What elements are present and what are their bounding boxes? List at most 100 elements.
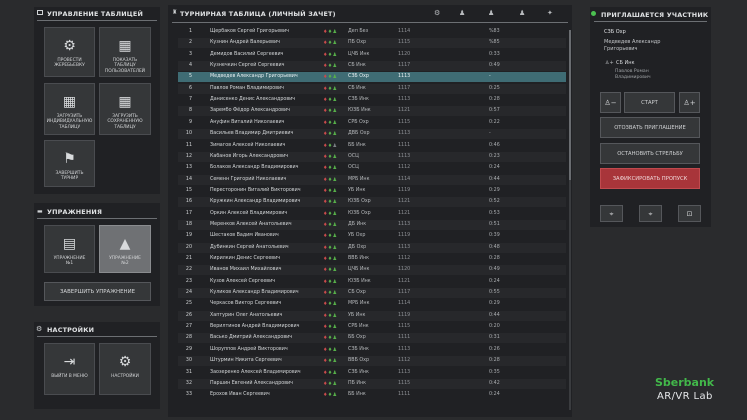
ready-icon: ♟: [332, 187, 338, 194]
table-row[interactable]: 24 Куликов Александр Владимирович СБ Охр 11…: [178, 288, 566, 298]
table-row[interactable]: 13 Болаков Александр Владимирович ОСЦ 1112 0…: [178, 163, 566, 173]
table-scrollbar[interactable]: [569, 30, 571, 410]
row-number: 9: [188, 119, 192, 125]
start-button[interactable]: СТАРТ: [624, 92, 675, 113]
participant-unit: ПБ Инк: [348, 380, 367, 386]
recall-invite[interactable]: ОТОЗВАТЬ ПРИГЛАШЕНИЕ: [600, 117, 700, 138]
exercise-1-button[interactable]: ▤ УПРАЖНЕНИЕ №1: [44, 225, 95, 273]
table-row[interactable]: 23 Кузов Алексей Сергеевич ЮЗБ Инк 1121 0:24…: [178, 277, 566, 287]
table-row[interactable]: 26 Хаптурин Олег Анатольевич УБ Инк 1119 0:4…: [178, 311, 566, 321]
record-miss-button[interactable]: ЗАФИКСИРОВАТЬ ПРОПУСК: [600, 168, 700, 189]
table-row[interactable]: 21 Кирилкин Денис Сергеевич ВВБ Инк 1112 0:2…: [178, 254, 566, 264]
table-row[interactable]: 2 Кузнин Андрей Валерьевич ПБ Охр 1115 %85 ♦♦…: [178, 38, 566, 48]
table-row[interactable]: 32 Паршин Евгений Александрович ПБ Инк 1115…: [178, 379, 566, 389]
load-individual-table-button[interactable]: ▦ ЗАГРУЗИТЬ ИНДИВИДУАЛЬНУЮ ТАБЛИЦУ: [44, 83, 95, 135]
stop-shooting-button[interactable]: ОСТАНОВИТЬ СТРЕЛЬБУ: [600, 143, 700, 164]
row-number: 4: [188, 63, 192, 69]
status-icons: ♦♦♟: [323, 254, 343, 264]
table-row[interactable]: 19 Шестаков Вадим Иванович УБ Охр 1119 0:39 ♦…: [178, 231, 566, 241]
participant-result: 0:29: [489, 301, 500, 307]
participant-name: Павлов Роман Владимирович: [210, 85, 284, 91]
remove-participant-button[interactable]: ♙−: [600, 92, 621, 113]
table-row[interactable]: 7 Данисенко Денис Александрович СЗБ Инк 111…: [178, 95, 566, 105]
table-row[interactable]: 10 Васильев Владимир Дмитриевич ДВБ Охр 111…: [178, 129, 566, 139]
target-icon: ♦: [323, 256, 328, 262]
participant-result: 0:42: [489, 380, 500, 386]
ready-icon: ♟: [332, 131, 338, 138]
finish-exercise-button[interactable]: ЗАВЕРШИТЬ УПРАЖНЕНИЕ: [44, 282, 151, 301]
table-row[interactable]: 18 Меренков Алексей Анатольевич ДБ Инк 1113…: [178, 220, 566, 230]
settings-gear-icon: ⚙: [36, 325, 43, 333]
camera-icon: ⌖: [648, 210, 653, 218]
show-users-table-button[interactable]: ▦ ПОКАЗАТЬ ТАБЛИЦУ ПОЛЬЗОВАТЕЛЕЙ: [99, 27, 151, 77]
column-group-3-icon[interactable]: ♟: [519, 9, 526, 17]
table-row[interactable]: 22 Иванов Михаил Михайлович ЦЧБ Инк 1120 0:4…: [178, 265, 566, 275]
table-row[interactable]: 17 Оркин Алексей Владимирович ЮЗБ Охр 1121 0…: [178, 209, 566, 219]
vr-headset-button[interactable]: ⊡: [678, 205, 701, 222]
status-icons: ♦♦♟: [323, 265, 343, 275]
table-row[interactable]: 29 Шоруппов Андрей Викторович СЗБ Инк 1113 0…: [178, 345, 566, 355]
participant-unit: ЮЗБ Инк: [348, 108, 371, 114]
table-row[interactable]: 33 Ерохов Иван Сергеевич ББ Инк 1111 0:24 ♦♦♟: [178, 390, 566, 400]
participant-code: 1114: [398, 176, 411, 182]
participant-unit: ПБ Охр: [348, 40, 367, 46]
hit-icon: ♦: [327, 108, 333, 115]
hit-icon: ♦: [327, 131, 333, 138]
add-participant-button[interactable]: ♙+: [679, 92, 700, 113]
column-settings-icon[interactable]: ⚙: [434, 9, 441, 17]
participant-unit: СРБ Инк: [348, 324, 369, 330]
table-row[interactable]: 25 Черкасов Виктор Сергеевич МРБ Инк 1114 0:…: [178, 299, 566, 309]
trophy-icon: ♜: [172, 9, 178, 16]
ready-icon: ♟: [332, 199, 338, 206]
load-saved-table-button[interactable]: ▦ ЗАГРУЗИТЬ СОХРАНЕННУЮ ТАБЛИЦУ: [99, 83, 151, 135]
row-number: 14: [185, 176, 192, 182]
column-group-1-icon[interactable]: ♟: [459, 9, 466, 17]
status-icons: ♦♦♟: [323, 61, 343, 71]
column-shots-icon[interactable]: ✦: [547, 9, 553, 17]
table-row[interactable]: 16 Кружкин Александр Владимирович ЮЗБ Охр 1…: [178, 197, 566, 207]
participant-unit: СРБ Охр: [348, 119, 369, 125]
table-row[interactable]: 31 Заозеренко Алексей Владимирович СЗБ Инк…: [178, 368, 566, 378]
participants-pair-icon: ♙+: [605, 60, 614, 66]
table-icon: ▦: [118, 38, 132, 54]
exercise-2-button[interactable]: ▲ УПРАЖНЕНИЕ №2: [99, 225, 151, 273]
table-row[interactable]: 6 Павлов Роман Владимирович СБ Инк 1117 0:25…: [178, 84, 566, 94]
table-row[interactable]: 3 Демидов Василий Сергеевич ЦЧБ Инк 1120 0:3…: [178, 50, 566, 60]
exit-to-menu-button[interactable]: ⇥ ВЫЙТИ В МЕНЮ: [44, 343, 95, 395]
participant-code: 1114: [398, 29, 411, 34]
table-row[interactable]: 27 Верилтинов Андрей Владимирович СРБ Инк 1…: [178, 322, 566, 332]
table-row[interactable]: 8 Зарембо Фёдор Александрович ЮЗБ Инк 1121 0…: [178, 106, 566, 116]
scrollbar-thumb[interactable]: [569, 30, 571, 180]
draw-lots-button[interactable]: ⚙ ПРОВЕСТИ ЖЕРЕБЬЕВКУ: [44, 27, 95, 77]
table-row[interactable]: 9 Ануфин Виталий Николаевич СРБ Охр 1115 0:2…: [178, 118, 566, 128]
ready-icon: ♟: [332, 142, 338, 149]
vr-headset-icon: ⊡: [686, 210, 693, 218]
table-row[interactable]: 5 Медведев Александр Григорьевич СЗБ Охр 11…: [178, 72, 566, 83]
table-row[interactable]: 1 Щербаков Сергей Григорьевич Деп Без 1114%…: [178, 27, 566, 37]
participant-code: 1121: [398, 108, 411, 114]
target-icon: ♦: [323, 165, 328, 172]
participant-unit: ВВБ Инк: [348, 256, 370, 261]
camera-left-button[interactable]: ⌖: [600, 205, 623, 222]
table-title: ТУРНИРНАЯ ТАБЛИЦА (ЛИЧНЫЙ ЗАЧЕТ): [180, 10, 336, 18]
settings-button[interactable]: ⚙ НАСТРОЙКИ: [99, 343, 151, 395]
table-row[interactable]: 28 Васько Дмитрий Александрович ББ Охр 1111…: [178, 333, 566, 343]
finish-tournament-button[interactable]: ⚑ ЗАВЕРШИТЬ ТУРНИР: [44, 140, 95, 187]
column-group-2-icon[interactable]: ♟: [488, 9, 495, 17]
target-icon: ♦: [323, 392, 328, 399]
table-row[interactable]: 20 Дубинкин Сергей Анатольевич ДБ Охр 1113 0…: [178, 243, 566, 253]
hit-icon: ♦: [327, 312, 333, 319]
ready-icon: ♟: [332, 97, 338, 104]
table-row[interactable]: 15 Пересторонин Виталий Викторович УБ Инк 1…: [178, 186, 566, 196]
table-row[interactable]: 4 Кузнечкин Сергей Сергеевич СБ Инк 1117 0:4…: [178, 61, 566, 71]
table-row[interactable]: 12 Кабанов Игорь Александрович ОСЦ 1113 0:23…: [178, 152, 566, 162]
table-row[interactable]: 11 Зимагов Алексей Николаевич ББ Инк 1111 0:…: [178, 141, 566, 151]
camera-right-button[interactable]: ⌖: [639, 205, 662, 222]
table-row[interactable]: 14 Семенн Григорий Николаевич МРБ Инк 1114 0…: [178, 175, 566, 185]
table-saved-icon: ▦: [118, 94, 132, 110]
participant-name: Черкасов Виктор Сергеевич: [210, 301, 282, 307]
participant-name: Оркин Алексей Владимирович: [210, 210, 288, 216]
participant-code: 1111: [398, 335, 411, 341]
row-number: 5: [188, 74, 192, 80]
table-row[interactable]: 30 Штурмин Никита Сергеевич ВВБ Охр 1112 0:2…: [178, 356, 566, 366]
